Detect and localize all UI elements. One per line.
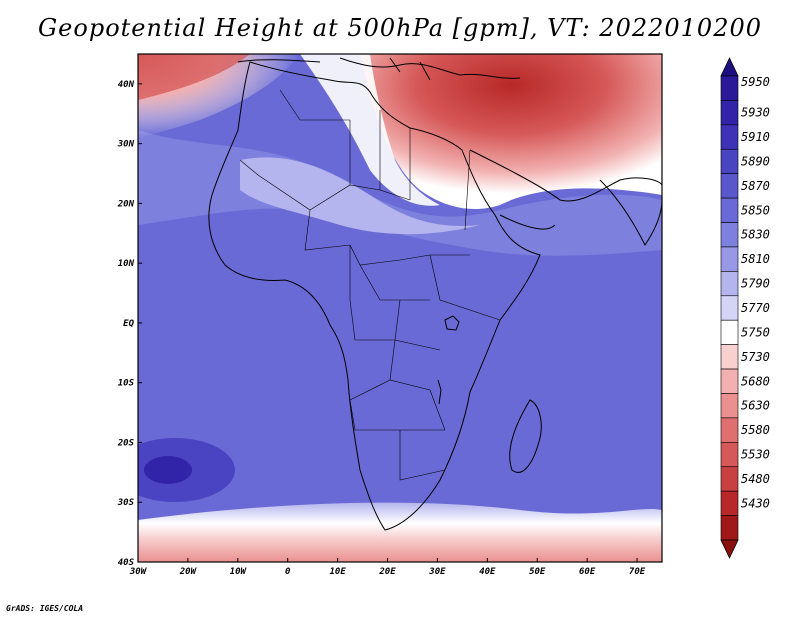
colorbar-swatch xyxy=(720,368,739,394)
colorbar-swatch xyxy=(720,466,739,492)
india-coastline xyxy=(599,179,662,246)
lake-malawi xyxy=(437,379,442,405)
colorbar-top-arrow xyxy=(720,57,739,77)
field-northwest-core xyxy=(138,54,250,100)
field-northeast-trough xyxy=(360,54,662,210)
arabia-coastline xyxy=(469,149,662,230)
colorbar-swatch xyxy=(720,222,739,248)
lon-tick-label: 30E xyxy=(428,567,446,577)
longitude-axis: 30W 20W 10W 0 10E 20E 30E 40E 50E 60E 70E xyxy=(129,558,646,577)
lon-tick-label: 40E xyxy=(479,567,496,577)
colorbar-label: 5830 xyxy=(741,228,770,242)
lat-tick-label: 30N xyxy=(117,140,135,150)
lon-tick-label: 10W xyxy=(230,567,248,577)
colorbar-label: 5910 xyxy=(741,130,770,144)
lon-tick-label: 50E xyxy=(529,567,546,577)
colorbar-swatch xyxy=(720,75,739,101)
lon-tick-label: 0 xyxy=(285,567,291,577)
map-frame xyxy=(137,53,663,563)
europe-coastline xyxy=(237,57,521,81)
colorbar: 5950 5930 5910 5890 5870 5850 5830 5810 5790 5770… xyxy=(720,57,770,559)
colorbar-label: 5750 xyxy=(741,325,770,339)
lat-tick-label: 10S xyxy=(118,379,135,389)
colorbar-label: 5680 xyxy=(741,374,770,388)
colorbar-swatch xyxy=(720,271,739,297)
colorbar-label: 5730 xyxy=(741,350,770,364)
colorbar-label: 5430 xyxy=(741,496,770,510)
colorbar-label: 5950 xyxy=(741,75,770,89)
lat-tick-label: 40N xyxy=(118,80,135,90)
colorbar-swatch xyxy=(720,173,739,199)
colorbar-label: 5870 xyxy=(741,179,770,193)
colorbar-label: 5770 xyxy=(741,301,770,315)
colorbar-swatch xyxy=(720,442,739,468)
colorbar-swatch xyxy=(720,393,739,419)
colorbar-swatch xyxy=(720,100,739,126)
colorbar-label: 5790 xyxy=(741,277,770,291)
colorbar-swatch xyxy=(720,344,739,370)
colorbar-swatch xyxy=(720,417,739,443)
country-borders xyxy=(239,89,501,481)
height-field xyxy=(138,54,662,562)
colorbar-label: 5630 xyxy=(741,399,770,413)
latitude-axis: 40N 30N 20N 10N EQ 10S 20S 30S 40S xyxy=(117,80,142,568)
colorbar-label: 5850 xyxy=(741,203,770,217)
lat-tick-label: 40S xyxy=(118,558,135,568)
colorbar-label: 5580 xyxy=(741,423,770,437)
lon-tick-label: 70E xyxy=(629,567,646,577)
colorbar-label: 5480 xyxy=(741,472,770,486)
colorbar-swatch xyxy=(720,295,739,321)
colorbar-label: 5890 xyxy=(741,154,770,168)
lat-tick-label: 20S xyxy=(117,438,135,448)
lon-tick-label: 20W xyxy=(179,567,198,577)
field-band-5910 xyxy=(144,456,192,484)
lon-tick-label: 60E xyxy=(579,567,596,577)
colorbar-swatch xyxy=(720,197,739,223)
colorbar-label: 5930 xyxy=(741,106,770,120)
grads-credit: GrADS: IGES/COLA xyxy=(6,604,84,613)
lat-tick-label: 10N xyxy=(118,259,135,269)
field-band-5810 xyxy=(240,157,480,235)
colorbar-swatch xyxy=(720,319,739,345)
madagascar-coastline xyxy=(509,399,542,473)
lake-victoria xyxy=(444,315,460,331)
map-title: Geopotential Height at 500hPa [gpm], VT:… xyxy=(38,14,762,42)
colorbar-bottom-arrow xyxy=(720,539,739,559)
lon-tick-label: 20E xyxy=(378,567,396,577)
lat-tick-label: 20N xyxy=(117,199,135,209)
colorbar-swatch xyxy=(720,490,739,516)
lat-tick-label: 30S xyxy=(117,498,135,508)
colorbar-label: 5810 xyxy=(741,252,770,266)
colorbar-swatch xyxy=(720,515,739,541)
colorbar-swatch xyxy=(720,148,739,174)
lon-tick-label: 30W xyxy=(129,567,148,577)
lat-tick-label: EQ xyxy=(123,319,134,329)
coastlines xyxy=(208,57,662,531)
colorbar-swatch xyxy=(720,124,739,150)
lon-tick-label: 10E xyxy=(329,567,346,577)
field-south-low xyxy=(138,502,662,562)
colorbar-swatch xyxy=(720,246,739,272)
colorbar-label: 5530 xyxy=(741,448,770,462)
field-band-5770 xyxy=(300,54,440,206)
